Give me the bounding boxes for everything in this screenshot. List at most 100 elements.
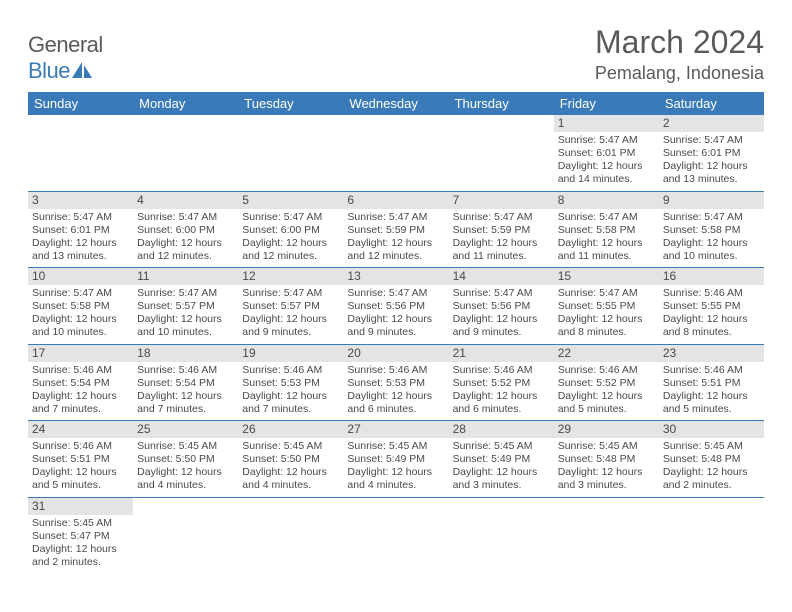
- daylight: Daylight: 12 hours and 12 minutes.: [137, 237, 234, 263]
- sunset: Sunset: 6:00 PM: [242, 224, 339, 237]
- day-info: Sunrise: 5:45 AMSunset: 5:48 PMDaylight:…: [663, 440, 760, 493]
- sunrise: Sunrise: 5:45 AM: [242, 440, 339, 453]
- day-cell: 31Sunrise: 5:45 AMSunset: 5:47 PMDayligh…: [28, 498, 133, 574]
- day-info: Sunrise: 5:47 AMSunset: 5:58 PMDaylight:…: [32, 287, 129, 340]
- day-number: 4: [133, 192, 238, 209]
- daylight: Daylight: 12 hours and 9 minutes.: [242, 313, 339, 339]
- logo-sail-icon: [72, 62, 94, 78]
- day-info: Sunrise: 5:47 AMSunset: 5:58 PMDaylight:…: [663, 211, 760, 264]
- header: General Blue March 2024 Pemalang, Indone…: [28, 24, 764, 84]
- logo-text: General Blue: [28, 32, 103, 84]
- day-cell: [449, 115, 554, 191]
- sunset: Sunset: 5:57 PM: [242, 300, 339, 313]
- day-cell: [28, 115, 133, 191]
- day-header-fri: Friday: [554, 92, 659, 115]
- day-cell: 27Sunrise: 5:45 AMSunset: 5:49 PMDayligh…: [343, 421, 448, 497]
- daylight: Daylight: 12 hours and 2 minutes.: [663, 466, 760, 492]
- sunset: Sunset: 5:54 PM: [137, 377, 234, 390]
- day-number: 3: [28, 192, 133, 209]
- month-title: March 2024: [595, 24, 764, 61]
- sunset: Sunset: 5:49 PM: [453, 453, 550, 466]
- day-info: Sunrise: 5:47 AMSunset: 5:56 PMDaylight:…: [453, 287, 550, 340]
- sunrise: Sunrise: 5:47 AM: [347, 287, 444, 300]
- day-info: Sunrise: 5:47 AMSunset: 6:00 PMDaylight:…: [242, 211, 339, 264]
- logo-sub: Blue: [28, 58, 70, 84]
- daylight: Daylight: 12 hours and 13 minutes.: [663, 160, 760, 186]
- day-header-wed: Wednesday: [343, 92, 448, 115]
- day-cell: 30Sunrise: 5:45 AMSunset: 5:48 PMDayligh…: [659, 421, 764, 497]
- daylight: Daylight: 12 hours and 9 minutes.: [347, 313, 444, 339]
- title-block: March 2024 Pemalang, Indonesia: [595, 24, 764, 84]
- day-cell: [554, 498, 659, 574]
- day-number: 8: [554, 192, 659, 209]
- day-number: 5: [238, 192, 343, 209]
- week-row: 1Sunrise: 5:47 AMSunset: 6:01 PMDaylight…: [28, 115, 764, 192]
- daylight: Daylight: 12 hours and 9 minutes.: [453, 313, 550, 339]
- daylight: Daylight: 12 hours and 6 minutes.: [453, 390, 550, 416]
- day-info: Sunrise: 5:46 AMSunset: 5:55 PMDaylight:…: [663, 287, 760, 340]
- sunrise: Sunrise: 5:47 AM: [347, 211, 444, 224]
- daylight: Daylight: 12 hours and 5 minutes.: [558, 390, 655, 416]
- day-cell: [238, 115, 343, 191]
- day-info: Sunrise: 5:45 AMSunset: 5:49 PMDaylight:…: [453, 440, 550, 493]
- sunset: Sunset: 5:53 PM: [242, 377, 339, 390]
- day-number: 26: [238, 421, 343, 438]
- day-number: 27: [343, 421, 448, 438]
- sunrise: Sunrise: 5:47 AM: [137, 287, 234, 300]
- day-cell: 9 Sunrise: 5:47 AMSunset: 5:58 PMDaylight…: [659, 192, 764, 268]
- day-info: Sunrise: 5:46 AMSunset: 5:51 PMDaylight:…: [663, 364, 760, 417]
- day-cell: 15Sunrise: 5:47 AMSunset: 5:55 PMDayligh…: [554, 268, 659, 344]
- sunset: Sunset: 5:52 PM: [558, 377, 655, 390]
- day-number: 24: [28, 421, 133, 438]
- day-number: 14: [449, 268, 554, 285]
- sunset: Sunset: 5:55 PM: [663, 300, 760, 313]
- day-number: 9: [659, 192, 764, 209]
- sunset: Sunset: 5:49 PM: [347, 453, 444, 466]
- day-number: [28, 115, 133, 132]
- day-cell: 4 Sunrise: 5:47 AMSunset: 6:00 PMDaylight…: [133, 192, 238, 268]
- day-number: 16: [659, 268, 764, 285]
- sunrise: Sunrise: 5:47 AM: [242, 287, 339, 300]
- day-number: 22: [554, 345, 659, 362]
- day-number: 29: [554, 421, 659, 438]
- sunrise: Sunrise: 5:45 AM: [558, 440, 655, 453]
- sunset: Sunset: 5:50 PM: [242, 453, 339, 466]
- daylight: Daylight: 12 hours and 3 minutes.: [453, 466, 550, 492]
- daylight: Daylight: 12 hours and 10 minutes.: [663, 237, 760, 263]
- day-cell: 20Sunrise: 5:46 AMSunset: 5:53 PMDayligh…: [343, 345, 448, 421]
- day-cell: 19Sunrise: 5:46 AMSunset: 5:53 PMDayligh…: [238, 345, 343, 421]
- sunset: Sunset: 6:01 PM: [32, 224, 129, 237]
- sunrise: Sunrise: 5:45 AM: [663, 440, 760, 453]
- day-number: [238, 115, 343, 132]
- day-info: Sunrise: 5:46 AMSunset: 5:52 PMDaylight:…: [453, 364, 550, 417]
- day-info: Sunrise: 5:45 AMSunset: 5:47 PMDaylight:…: [32, 517, 129, 570]
- day-cell: [133, 498, 238, 574]
- sunrise: Sunrise: 5:47 AM: [558, 134, 655, 147]
- day-number: 11: [133, 268, 238, 285]
- day-header-sun: Sunday: [28, 92, 133, 115]
- day-cell: 26 Sunrise: 5:45 AMSunset: 5:50 PMDayligh…: [238, 421, 343, 497]
- day-number: 23: [659, 345, 764, 362]
- sunrise: Sunrise: 5:45 AM: [347, 440, 444, 453]
- daylight: Daylight: 12 hours and 8 minutes.: [558, 313, 655, 339]
- sunset: Sunset: 5:47 PM: [32, 530, 129, 543]
- day-info: Sunrise: 5:47 AMSunset: 6:00 PMDaylight:…: [137, 211, 234, 264]
- week-row: 10Sunrise: 5:47 AMSunset: 5:58 PMDayligh…: [28, 268, 764, 345]
- day-number: [449, 498, 554, 515]
- sunset: Sunset: 5:56 PM: [347, 300, 444, 313]
- day-info: Sunrise: 5:47 AMSunset: 6:01 PMDaylight:…: [663, 134, 760, 187]
- sunrise: Sunrise: 5:47 AM: [663, 134, 760, 147]
- sunset: Sunset: 6:01 PM: [558, 147, 655, 160]
- sunset: Sunset: 5:57 PM: [137, 300, 234, 313]
- day-info: Sunrise: 5:47 AMSunset: 5:59 PMDaylight:…: [347, 211, 444, 264]
- logo-main: General: [28, 32, 103, 57]
- day-number: 25: [133, 421, 238, 438]
- location: Pemalang, Indonesia: [595, 63, 764, 84]
- sunrise: Sunrise: 5:46 AM: [32, 364, 129, 377]
- sunset: Sunset: 5:50 PM: [137, 453, 234, 466]
- sunrise: Sunrise: 5:45 AM: [32, 517, 129, 530]
- day-number: [343, 115, 448, 132]
- day-info: Sunrise: 5:45 AMSunset: 5:50 PMDaylight:…: [242, 440, 339, 493]
- sunset: Sunset: 5:51 PM: [663, 377, 760, 390]
- day-header-sat: Saturday: [659, 92, 764, 115]
